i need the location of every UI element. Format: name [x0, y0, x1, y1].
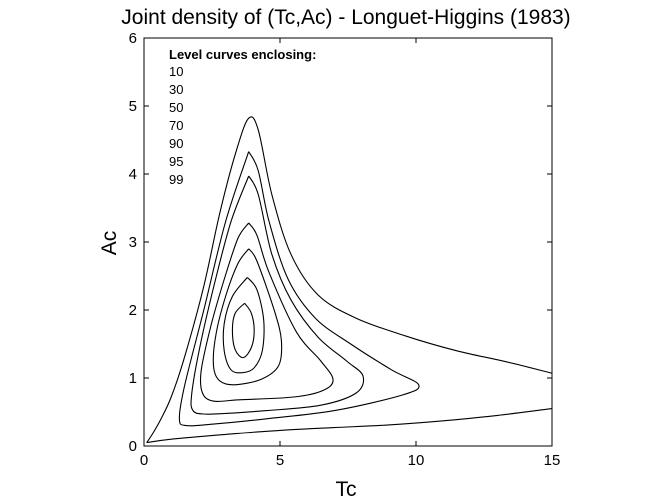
contour-line-90: [190, 175, 365, 415]
legend-entry-99: 99: [169, 172, 183, 187]
legend-entry-95: 95: [169, 154, 183, 169]
contour-line-70: [199, 222, 334, 403]
chart-title: Joint density of (Tc,Ac) - Longuet-Higgi…: [121, 6, 570, 29]
x-axis-ticks: 0 5 10 15: [140, 38, 561, 469]
x-tick-label: 10: [408, 452, 425, 469]
x-tick-label: 15: [544, 452, 561, 469]
x-tick-label: 5: [276, 452, 284, 469]
contour-line-99: [146, 116, 553, 443]
y-tick-label: 6: [129, 30, 137, 47]
contour-line-30: [222, 277, 265, 374]
legend-entry-10: 10: [169, 64, 183, 79]
legend-entry-30: 30: [169, 82, 183, 97]
contour-lines: [146, 116, 553, 444]
legend-entry-50: 50: [169, 100, 183, 115]
plot-frame: [143, 37, 553, 447]
y-axis-label: Ac: [98, 231, 121, 256]
x-tick-label: 0: [140, 452, 148, 469]
contour-line-50: [212, 248, 283, 386]
y-tick-label: 3: [129, 234, 137, 251]
legend-entry-70: 70: [169, 118, 183, 133]
legend-title: Level curves enclosing:: [169, 47, 316, 62]
contour-line-95: [178, 151, 420, 427]
y-tick-label: 5: [129, 98, 137, 115]
contour-line-10: [231, 302, 255, 359]
y-tick-label: 2: [129, 302, 137, 319]
y-tick-label: 1: [129, 370, 137, 387]
x-axis-label: Tc: [336, 478, 357, 501]
contour-line-99-lower: [146, 408, 553, 444]
legend-entry-90: 90: [169, 136, 183, 151]
y-tick-label: 0: [129, 438, 137, 455]
legend: Level curves enclosing: 10 30 50 70 90 95 99: [169, 47, 316, 187]
y-axis-ticks: 0 1 2 3 4 5 6: [129, 30, 552, 455]
y-tick-label: 4: [129, 166, 137, 183]
